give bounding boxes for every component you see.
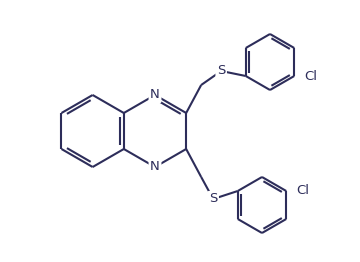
Text: Cl: Cl	[296, 184, 309, 198]
Text: N: N	[150, 89, 160, 101]
Text: N: N	[150, 161, 160, 173]
Text: Cl: Cl	[304, 69, 317, 83]
Text: S: S	[217, 64, 225, 78]
Text: S: S	[209, 193, 217, 205]
